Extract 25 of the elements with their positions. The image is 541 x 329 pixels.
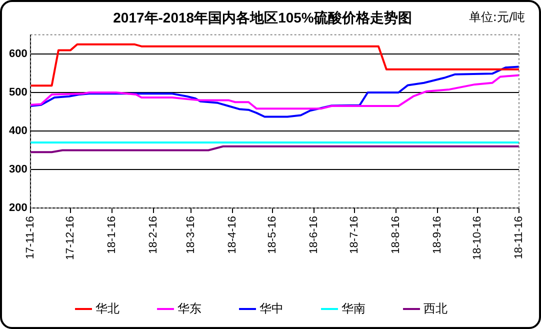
- x-tick-label: 18-8-16: [390, 216, 402, 254]
- x-tick-label: 18-6-16: [308, 216, 320, 254]
- y-tick-label: 400: [8, 125, 28, 138]
- chart-title: 2017年-2018年国内各地区105%硫酸价格走势图: [113, 9, 412, 26]
- y-tick-label: 600: [8, 48, 28, 60]
- x-tick-label: 18-10-16: [472, 216, 484, 260]
- x-tick-label: 18-2-16: [148, 216, 160, 254]
- legend-label: 华东: [178, 301, 202, 316]
- text: 单位:元/吨: [468, 10, 525, 24]
- x-tick-label: 18-3-16: [185, 216, 198, 254]
- legend-label: 西北: [424, 301, 448, 316]
- x-tick-label: 18-7-16: [348, 216, 360, 254]
- x-tick-label: 17-11-16: [24, 216, 36, 260]
- x-tick-label: 18-1-16: [106, 216, 118, 254]
- legend-label: 华北: [96, 301, 120, 316]
- legend-label: 华南: [342, 301, 366, 316]
- x-tick-label: 18-4-16: [226, 216, 239, 254]
- x-tick-label: 17-12-16: [64, 216, 77, 260]
- legend-label: 华中: [260, 301, 284, 316]
- x-tick-label: 18-5-16: [266, 216, 279, 254]
- x-tick-label: 18-11-16: [513, 216, 526, 260]
- y-tick-label: 200: [8, 202, 28, 214]
- y-tick-label: 500: [8, 86, 28, 99]
- y-tick-label: 300: [8, 164, 28, 176]
- x-tick-label: 18-9-16: [431, 216, 444, 254]
